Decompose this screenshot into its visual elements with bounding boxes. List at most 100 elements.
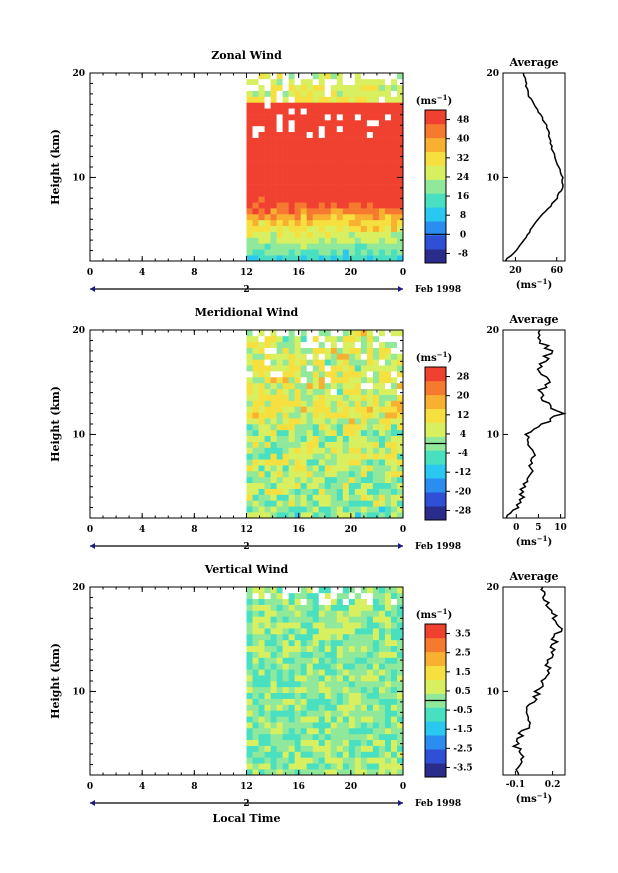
- colorbar-swatch: [425, 249, 446, 264]
- heatmap-cell: [360, 225, 368, 232]
- heatmap-cell: [258, 120, 265, 127]
- heatmap-cell: [366, 231, 374, 238]
- heatmap-cell: [336, 698, 344, 705]
- heatmap-cell: [252, 769, 259, 776]
- heatmap-cell: [324, 651, 332, 658]
- heatmap-cell: [276, 435, 283, 442]
- heatmap-cell: [318, 465, 326, 472]
- heatmap-cell: [378, 692, 386, 699]
- heatmap-cell: [354, 751, 362, 758]
- heatmap-cell: [384, 704, 392, 711]
- heatmap-cell: [282, 728, 289, 735]
- heatmap-cell: [288, 604, 295, 611]
- heatmap-cell: [312, 604, 320, 611]
- heatmap-cell: [336, 412, 344, 419]
- heatmap-cell: [264, 371, 271, 378]
- heatmap-cell: [348, 347, 356, 354]
- heatmap-cell: [390, 488, 398, 495]
- heatmap-cell: [324, 394, 332, 401]
- heatmap-cell: [246, 471, 253, 478]
- heatmap-cell: [354, 167, 362, 174]
- heatmap-cell: [270, 120, 277, 127]
- heatmap-cell: [258, 137, 265, 144]
- heatmap-cell: [300, 592, 307, 600]
- heatmap-cell: [252, 377, 259, 384]
- heatmap-cell: [276, 243, 283, 250]
- heatmap-cell: [288, 178, 295, 185]
- heatmap-cell: [372, 330, 380, 337]
- heatmap-cell: [354, 219, 362, 227]
- average-unit: (ms−1): [516, 534, 552, 548]
- average-line: [511, 586, 563, 776]
- heatmap-cell: [378, 622, 386, 629]
- heatmap-cell: [294, 745, 301, 752]
- heatmap-cell: [390, 84, 398, 91]
- heatmap-cell: [324, 341, 332, 348]
- heatmap-cell: [294, 406, 301, 413]
- heatmap-cell: [306, 353, 314, 360]
- heatmap-cell: [246, 488, 253, 495]
- heatmap-cell: [384, 604, 392, 611]
- heatmap-cell: [378, 716, 386, 723]
- heatmap-cell: [348, 622, 356, 629]
- heatmap-cell: [366, 400, 374, 407]
- heatmap-cell: [312, 657, 320, 664]
- heatmap-cell: [324, 488, 332, 495]
- heatmap-cell: [384, 657, 392, 664]
- heatmap-cell: [258, 90, 265, 97]
- heatmap-cell: [390, 482, 398, 489]
- heatmap-cell: [366, 441, 374, 448]
- heatmap-cell: [354, 196, 362, 203]
- heatmap-cell: [372, 178, 380, 185]
- heatmap-cell: [282, 698, 289, 705]
- heatmap-cell: [384, 341, 392, 348]
- day-range-arrow-right: [398, 800, 403, 806]
- heatmap-cell: [270, 757, 277, 764]
- heatmap-cell: [300, 769, 307, 776]
- heatmap-cell: [300, 388, 307, 395]
- heatmap-cell: [252, 616, 259, 623]
- heatmap-cell: [246, 692, 253, 699]
- heatmap-cell: [372, 359, 380, 366]
- heatmap-cells: [246, 73, 404, 262]
- heatmap-cell: [294, 219, 301, 227]
- heatmap-cell: [300, 757, 307, 764]
- heatmap-cell: [342, 382, 350, 390]
- heatmap-cell: [282, 412, 289, 419]
- heatmap-cell: [318, 341, 326, 348]
- heatmap-cell: [246, 441, 253, 448]
- heatmap-cell: [294, 512, 301, 519]
- heatmap-cell: [330, 512, 338, 519]
- heatmap-cell: [330, 347, 338, 354]
- heatmap-cell: [348, 500, 356, 507]
- heatmap-cell: [312, 137, 320, 144]
- colorbar-swatch: [425, 665, 446, 680]
- heatmap-cell: [366, 500, 374, 507]
- heatmap-cell: [246, 622, 253, 629]
- heatmap-cell: [288, 114, 295, 121]
- heatmap-cell: [354, 651, 362, 658]
- heatmap-cell: [276, 663, 283, 670]
- heatmap-cell: [342, 435, 350, 442]
- heatmap-cell: [288, 471, 295, 478]
- heatmap-cell: [396, 733, 404, 741]
- heatmap-cell: [306, 394, 314, 401]
- heatmap-cell: [348, 149, 356, 156]
- heatmap-cell: [282, 96, 289, 103]
- heatmap-cell: [396, 512, 404, 519]
- heatmap-cell: [378, 616, 386, 623]
- heatmap-cell: [396, 131, 404, 138]
- heatmap-cell: [264, 225, 271, 232]
- heatmap-cell: [252, 202, 259, 209]
- heatmap-cell: [336, 639, 344, 647]
- heatmap-cell: [378, 84, 386, 91]
- average-y-tick-label: 10: [486, 173, 499, 183]
- heatmap-cell: [318, 96, 326, 103]
- heatmap-cell: [246, 125, 253, 133]
- colorbar-tick-label: 2.5: [455, 649, 471, 659]
- heatmap-cell: [264, 137, 271, 144]
- heatmap-cell: [300, 628, 307, 635]
- heatmap-cell: [330, 388, 338, 395]
- heatmap-cell: [264, 506, 271, 513]
- heatmap-cell: [252, 500, 259, 507]
